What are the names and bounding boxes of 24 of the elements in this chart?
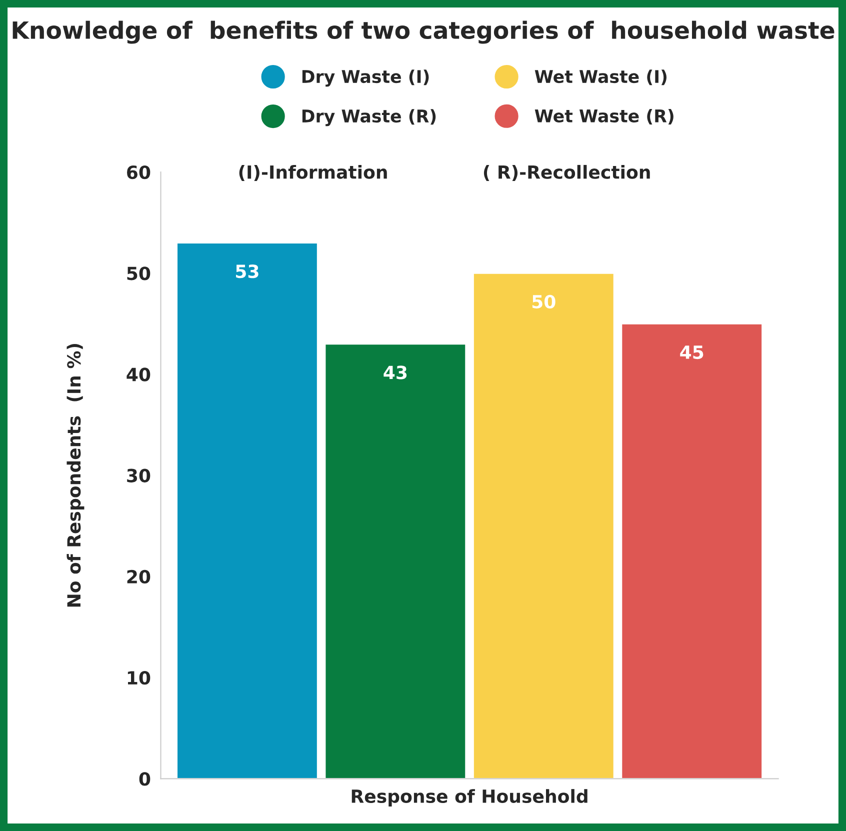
y-tick-label: 50 (127, 266, 150, 280)
bar (176, 242, 318, 779)
data-label: 43 (384, 366, 407, 380)
data-label: 45 (680, 346, 704, 360)
x-axis-title: Response of Household (352, 789, 588, 807)
y-tick-label: 60 (127, 165, 150, 180)
y-axis-title: No of Respondents (In %) (66, 344, 84, 607)
legend-label: Wet Waste (R) (534, 109, 674, 124)
data-label: 50 (532, 294, 556, 309)
y-tick-label: 20 (127, 570, 150, 584)
y-tick-label: 0 (139, 772, 150, 786)
legend-label: Wet Waste (I) (534, 70, 666, 86)
bar (472, 272, 615, 779)
y-tick-label: 10 (128, 671, 150, 685)
data-label: 53 (236, 264, 258, 278)
chart-title: Knowledge of benefits of two categories of household waste (12, 20, 834, 44)
y-tick-label: 30 (127, 468, 150, 482)
y-tick-label: 40 (126, 368, 150, 382)
legend-label: Dry Waste (R) (302, 109, 436, 126)
legend-label: Dry Waste (I) (302, 70, 429, 87)
annotation: (I)-Information (239, 164, 387, 182)
bar (324, 343, 467, 779)
bar (620, 322, 763, 779)
annotation: ( R)-Recollection (484, 164, 650, 182)
